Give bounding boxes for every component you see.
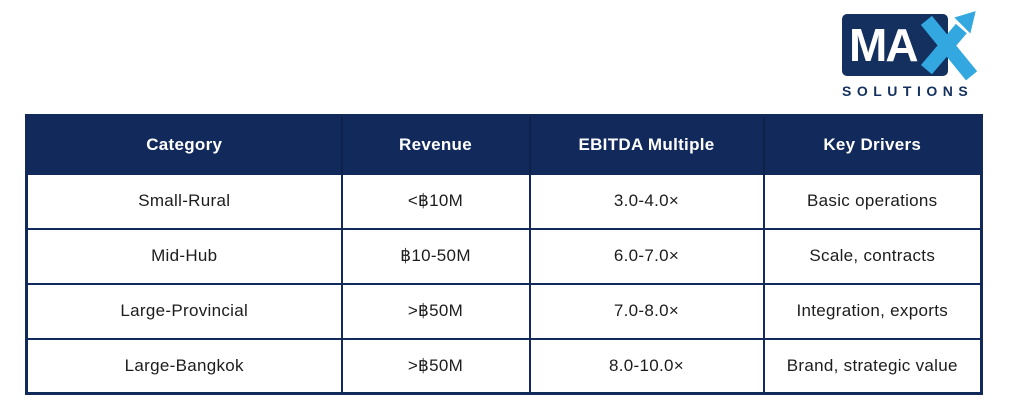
cell-category: Mid-Hub [25,227,343,285]
column-header-ebitda-multiple: EBITDA Multiple [528,115,764,174]
cell-key-drivers: Integration, exports [762,282,983,340]
table-row: Small-Rural <฿10M 3.0-4.0× Basic operati… [25,172,983,230]
logo-solutions-text: SOLUTIONS [842,83,974,99]
cell-revenue: ฿10-50M [340,227,531,285]
cell-ebitda-multiple: 3.0-4.0× [528,172,765,230]
logo-ma-text: MA [849,19,919,71]
valuation-table: Category Revenue EBITDA Multiple Key Dri… [25,114,983,395]
table-row: Large-Provincial >฿50M 7.0-8.0× Integrat… [25,282,983,340]
table-header-row: Category Revenue EBITDA Multiple Key Dri… [26,115,982,174]
cell-category: Large-Bangkok [25,337,343,395]
cell-key-drivers: Scale, contracts [762,227,983,285]
cell-key-drivers: Basic operations [762,172,983,230]
cell-ebitda-multiple: 8.0-10.0× [528,337,765,395]
cell-revenue: <฿10M [340,172,531,230]
x-arrow-icon [920,11,978,81]
table-row: Large-Bangkok >฿50M 8.0-10.0× Brand, str… [25,337,983,395]
valuation-table-container: Category Revenue EBITDA Multiple Key Dri… [25,114,983,395]
max-solutions-logo: MA SOLUTIONS [842,11,988,99]
cell-revenue: >฿50M [340,282,531,340]
cell-category: Small-Rural [25,172,343,230]
cell-category: Large-Provincial [25,282,343,340]
cell-key-drivers: Brand, strategic value [762,337,983,395]
cell-ebitda-multiple: 6.0-7.0× [528,227,765,285]
cell-ebitda-multiple: 7.0-8.0× [528,282,765,340]
cell-revenue: >฿50M [340,337,531,395]
logo-mark: MA [842,11,978,81]
column-header-key-drivers: Key Drivers [762,115,982,174]
column-header-category: Category [26,115,342,174]
table-row: Mid-Hub ฿10-50M 6.0-7.0× Scale, contract… [25,227,983,285]
column-header-revenue: Revenue [340,115,530,174]
